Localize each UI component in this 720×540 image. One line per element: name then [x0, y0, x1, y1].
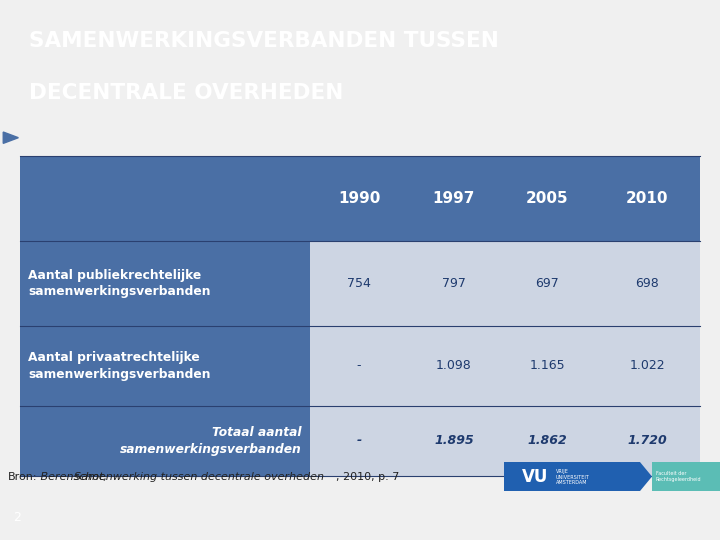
Text: Faculteit der: Faculteit der: [656, 471, 686, 476]
Text: Totaal aantal
samenwerkingsverbanden: Totaal aantal samenwerkingsverbanden: [120, 426, 302, 456]
Bar: [20, 156, 310, 241]
Text: 1.862: 1.862: [527, 435, 567, 448]
Bar: [504, 462, 640, 491]
Bar: [594, 326, 700, 406]
Text: Rechtsgeleerdheid: Rechtsgeleerdheid: [656, 477, 701, 482]
Text: 1997: 1997: [433, 191, 475, 206]
Bar: [594, 406, 700, 476]
Text: 754: 754: [347, 277, 371, 290]
Text: VRIJE: VRIJE: [556, 469, 569, 475]
Text: Berenschot,: Berenschot,: [37, 472, 111, 482]
Bar: [500, 156, 594, 241]
Text: 1.895: 1.895: [434, 435, 474, 448]
Bar: [500, 326, 594, 406]
Text: Samenwerking tussen decentrale overheden: Samenwerking tussen decentrale overheden: [73, 472, 323, 482]
Text: 1990: 1990: [338, 191, 380, 206]
Bar: [310, 406, 408, 476]
Bar: [500, 241, 594, 326]
Text: 1.022: 1.022: [629, 360, 665, 373]
Bar: [652, 462, 720, 491]
Text: -: -: [356, 435, 361, 448]
Text: 1.720: 1.720: [627, 435, 667, 448]
Bar: [310, 156, 408, 241]
Bar: [20, 326, 310, 406]
Bar: [408, 326, 500, 406]
Text: AMSTERDAM: AMSTERDAM: [556, 480, 588, 485]
Text: 797: 797: [442, 277, 466, 290]
Text: UNIVERSITEIT: UNIVERSITEIT: [556, 475, 590, 480]
Text: 698: 698: [635, 277, 659, 290]
Text: 1.165: 1.165: [529, 360, 564, 373]
Bar: [310, 241, 408, 326]
Bar: [20, 406, 310, 476]
Text: 2005: 2005: [526, 191, 568, 206]
Bar: [408, 241, 500, 326]
Bar: [594, 241, 700, 326]
Text: 697: 697: [535, 277, 559, 290]
Text: Aantal publiekrechtelijke
samenwerkingsverbanden: Aantal publiekrechtelijke samenwerkingsv…: [28, 268, 210, 298]
Bar: [500, 406, 594, 476]
Text: , 2010, p. 7: , 2010, p. 7: [336, 472, 399, 482]
Bar: [20, 241, 310, 326]
Text: VU: VU: [522, 468, 549, 485]
Bar: [594, 156, 700, 241]
Text: 1.098: 1.098: [436, 360, 472, 373]
Polygon shape: [640, 462, 652, 491]
Text: -: -: [356, 360, 361, 373]
Text: Aantal privaatrechtelijke
samenwerkingsverbanden: Aantal privaatrechtelijke samenwerkingsv…: [28, 351, 210, 381]
Text: DECENTRALE OVERHEDEN: DECENTRALE OVERHEDEN: [29, 83, 343, 103]
Text: 2: 2: [13, 510, 21, 524]
Bar: [310, 326, 408, 406]
Polygon shape: [3, 132, 19, 143]
Text: 2010: 2010: [626, 191, 668, 206]
Text: Bron:: Bron:: [8, 472, 37, 482]
Bar: [408, 156, 500, 241]
Text: SAMENWERKINGSVERBANDEN TUSSEN: SAMENWERKINGSVERBANDEN TUSSEN: [29, 31, 499, 51]
Bar: [408, 406, 500, 476]
